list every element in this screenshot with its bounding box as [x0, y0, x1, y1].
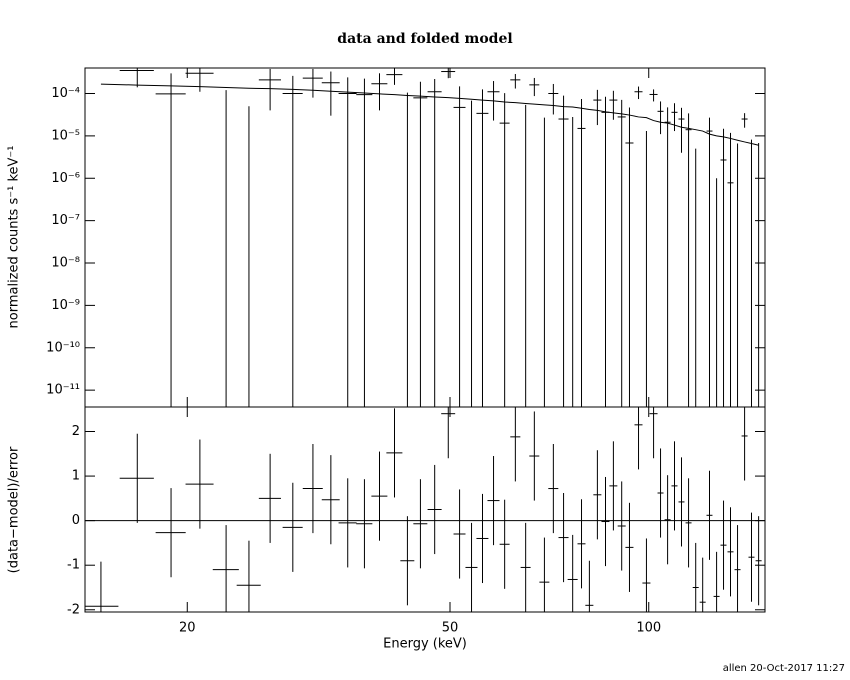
plot-frame [84, 67, 766, 613]
y-tick-label: 2 [72, 424, 80, 439]
footer: allen 20-Oct-2017 11:27 [723, 663, 845, 674]
y-tick-label: 0 [72, 513, 80, 528]
y-tick-label: 10⁻⁶ [51, 171, 80, 186]
model-line [100, 83, 759, 146]
y-tick-label: -1 [67, 558, 80, 573]
chart-title: data and folded model [337, 31, 512, 47]
y-tick-label: 1 [72, 469, 80, 484]
y-tick-label: -2 [67, 602, 80, 617]
x-axis-label: Energy (keV) [383, 637, 467, 652]
y-tick-label: 10⁻⁸ [51, 256, 80, 271]
top-panel [100, 68, 760, 407]
y-tick-label: 10⁻⁵ [51, 128, 80, 143]
y-tick-label: 10⁻⁹ [51, 298, 80, 313]
x-tick-label: 20 [179, 621, 196, 636]
y-axis-label: (data−model)/error [7, 446, 22, 573]
y-tick-label: 10⁻¹¹ [46, 383, 80, 398]
y-tick-label: 10⁻⁴ [51, 86, 80, 101]
y-tick-label: 10⁻¹⁰ [46, 340, 80, 355]
y-axis-label: normalized counts s⁻¹ keV⁻¹ [7, 146, 22, 329]
x-tick-label: 100 [636, 621, 661, 636]
y-tick-label: 10⁻⁷ [51, 213, 80, 228]
bottom-panel [85, 407, 765, 612]
x-tick-label: 50 [442, 621, 459, 636]
